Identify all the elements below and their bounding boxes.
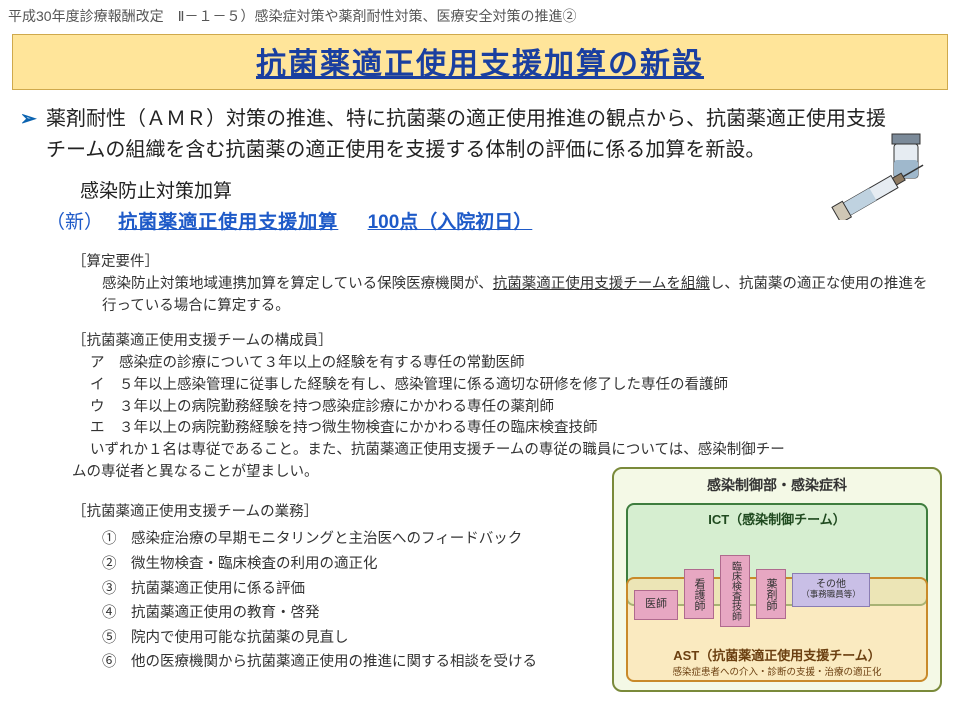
- role-row: 医師 看護師 臨床検査技師 薬剤師 その他 （事務職員等）: [634, 561, 920, 623]
- requirements-section: ［算定要件］ 感染防止対策地域連携加算を算定している保険医療機関が、抗菌薬適正使…: [0, 248, 960, 317]
- member-u: ウ ３年以上の病院勤務経験を持つ感染症診療にかかわる専任の薬剤師: [90, 397, 940, 419]
- infection-addition-title: 感染防止対策加算: [0, 166, 960, 203]
- new-item-name: 抗菌薬適正使用支援加算: [118, 212, 338, 233]
- role-lab: 臨床検査技師: [720, 555, 750, 627]
- member-i: イ ５年以上感染管理に従事した経験を有し、感染管理に係る適切な研修を修了した専任…: [90, 375, 940, 397]
- lead-line1: 薬剤耐性（ＡＭＲ）対策の推進、特に抗菌薬の適正使用推進の観点から、抗菌薬適正使用…: [46, 108, 886, 130]
- req-body-before: 感染防止対策地域連携加算を算定している保険医療機関が、: [102, 276, 493, 292]
- syringe-vial-icon: [822, 130, 942, 220]
- new-label: （新）: [46, 212, 103, 233]
- role-nurse: 看護師: [684, 569, 714, 619]
- members-body: ア 感染症の診療について３年以上の経験を有する専任の常勤医師 イ ５年以上感染管…: [72, 353, 940, 484]
- member-note1: いずれか１名は専従であること。また、抗菌薬適正使用支援チームの専従の職員について…: [90, 440, 940, 462]
- diagram-title: 感染制御部・感染症科: [614, 475, 940, 495]
- role-pharm: 薬剤師: [756, 569, 786, 619]
- ast-label: AST（抗菌薬適正使用支援チーム）: [628, 645, 926, 664]
- title-band: 抗菌薬適正使用支援加算の新設: [12, 34, 948, 90]
- ast-sub: 感染症患者への介入・診断の支援・治療の適正化: [628, 664, 926, 678]
- ict-label: ICT（感染制御チーム）: [708, 512, 846, 527]
- member-e: エ ３年以上の病院勤務経験を持つ微生物検査にかかわる専任の臨床検査技師: [90, 418, 940, 440]
- lead-arrow: ➢: [20, 104, 46, 135]
- members-section: ［抗菌薬適正使用支援チームの構成員］ ア 感染症の診療について３年以上の経験を有…: [0, 327, 960, 483]
- new-item-points: 100点（入院初日）: [368, 212, 533, 233]
- role-other-sub: （事務職員等）: [801, 590, 861, 599]
- lead-line2: チームの組織を含む抗菌薬の適正使用を支援する体制の評価に係る加算を新設。: [20, 135, 940, 166]
- team-diagram: 感染制御部・感染症科 ICT（感染制御チーム） AST（抗菌薬適正使用支援チーム…: [612, 467, 942, 692]
- lead-paragraph: ➢薬剤耐性（ＡＭＲ）対策の推進、特に抗菌薬の適正使用推進の観点から、抗菌薬適正使…: [0, 100, 960, 166]
- new-item-line: （新） 抗菌薬適正使用支援加算 100点（入院初日）: [0, 203, 960, 240]
- req-body-under: 抗菌薬適正使用支援チームを組織: [493, 276, 710, 292]
- top-note: 平成30年度診療報酬改定 Ⅱ－１－５）感染症対策や薬剤耐性対策、医療安全対策の推…: [0, 0, 960, 30]
- members-title: ［抗菌薬適正使用支援チームの構成員］: [72, 331, 940, 353]
- role-other: その他 （事務職員等）: [792, 573, 870, 607]
- page-title: 抗菌薬適正使用支援加算の新設: [256, 48, 704, 81]
- requirements-body: 感染防止対策地域連携加算を算定している保険医療機関が、抗菌薬適正使用支援チームを…: [72, 274, 940, 318]
- member-a: ア 感染症の診療について３年以上の経験を有する専任の常勤医師: [90, 353, 940, 375]
- requirements-title: ［算定要件］: [72, 252, 940, 274]
- role-doctor: 医師: [634, 590, 678, 620]
